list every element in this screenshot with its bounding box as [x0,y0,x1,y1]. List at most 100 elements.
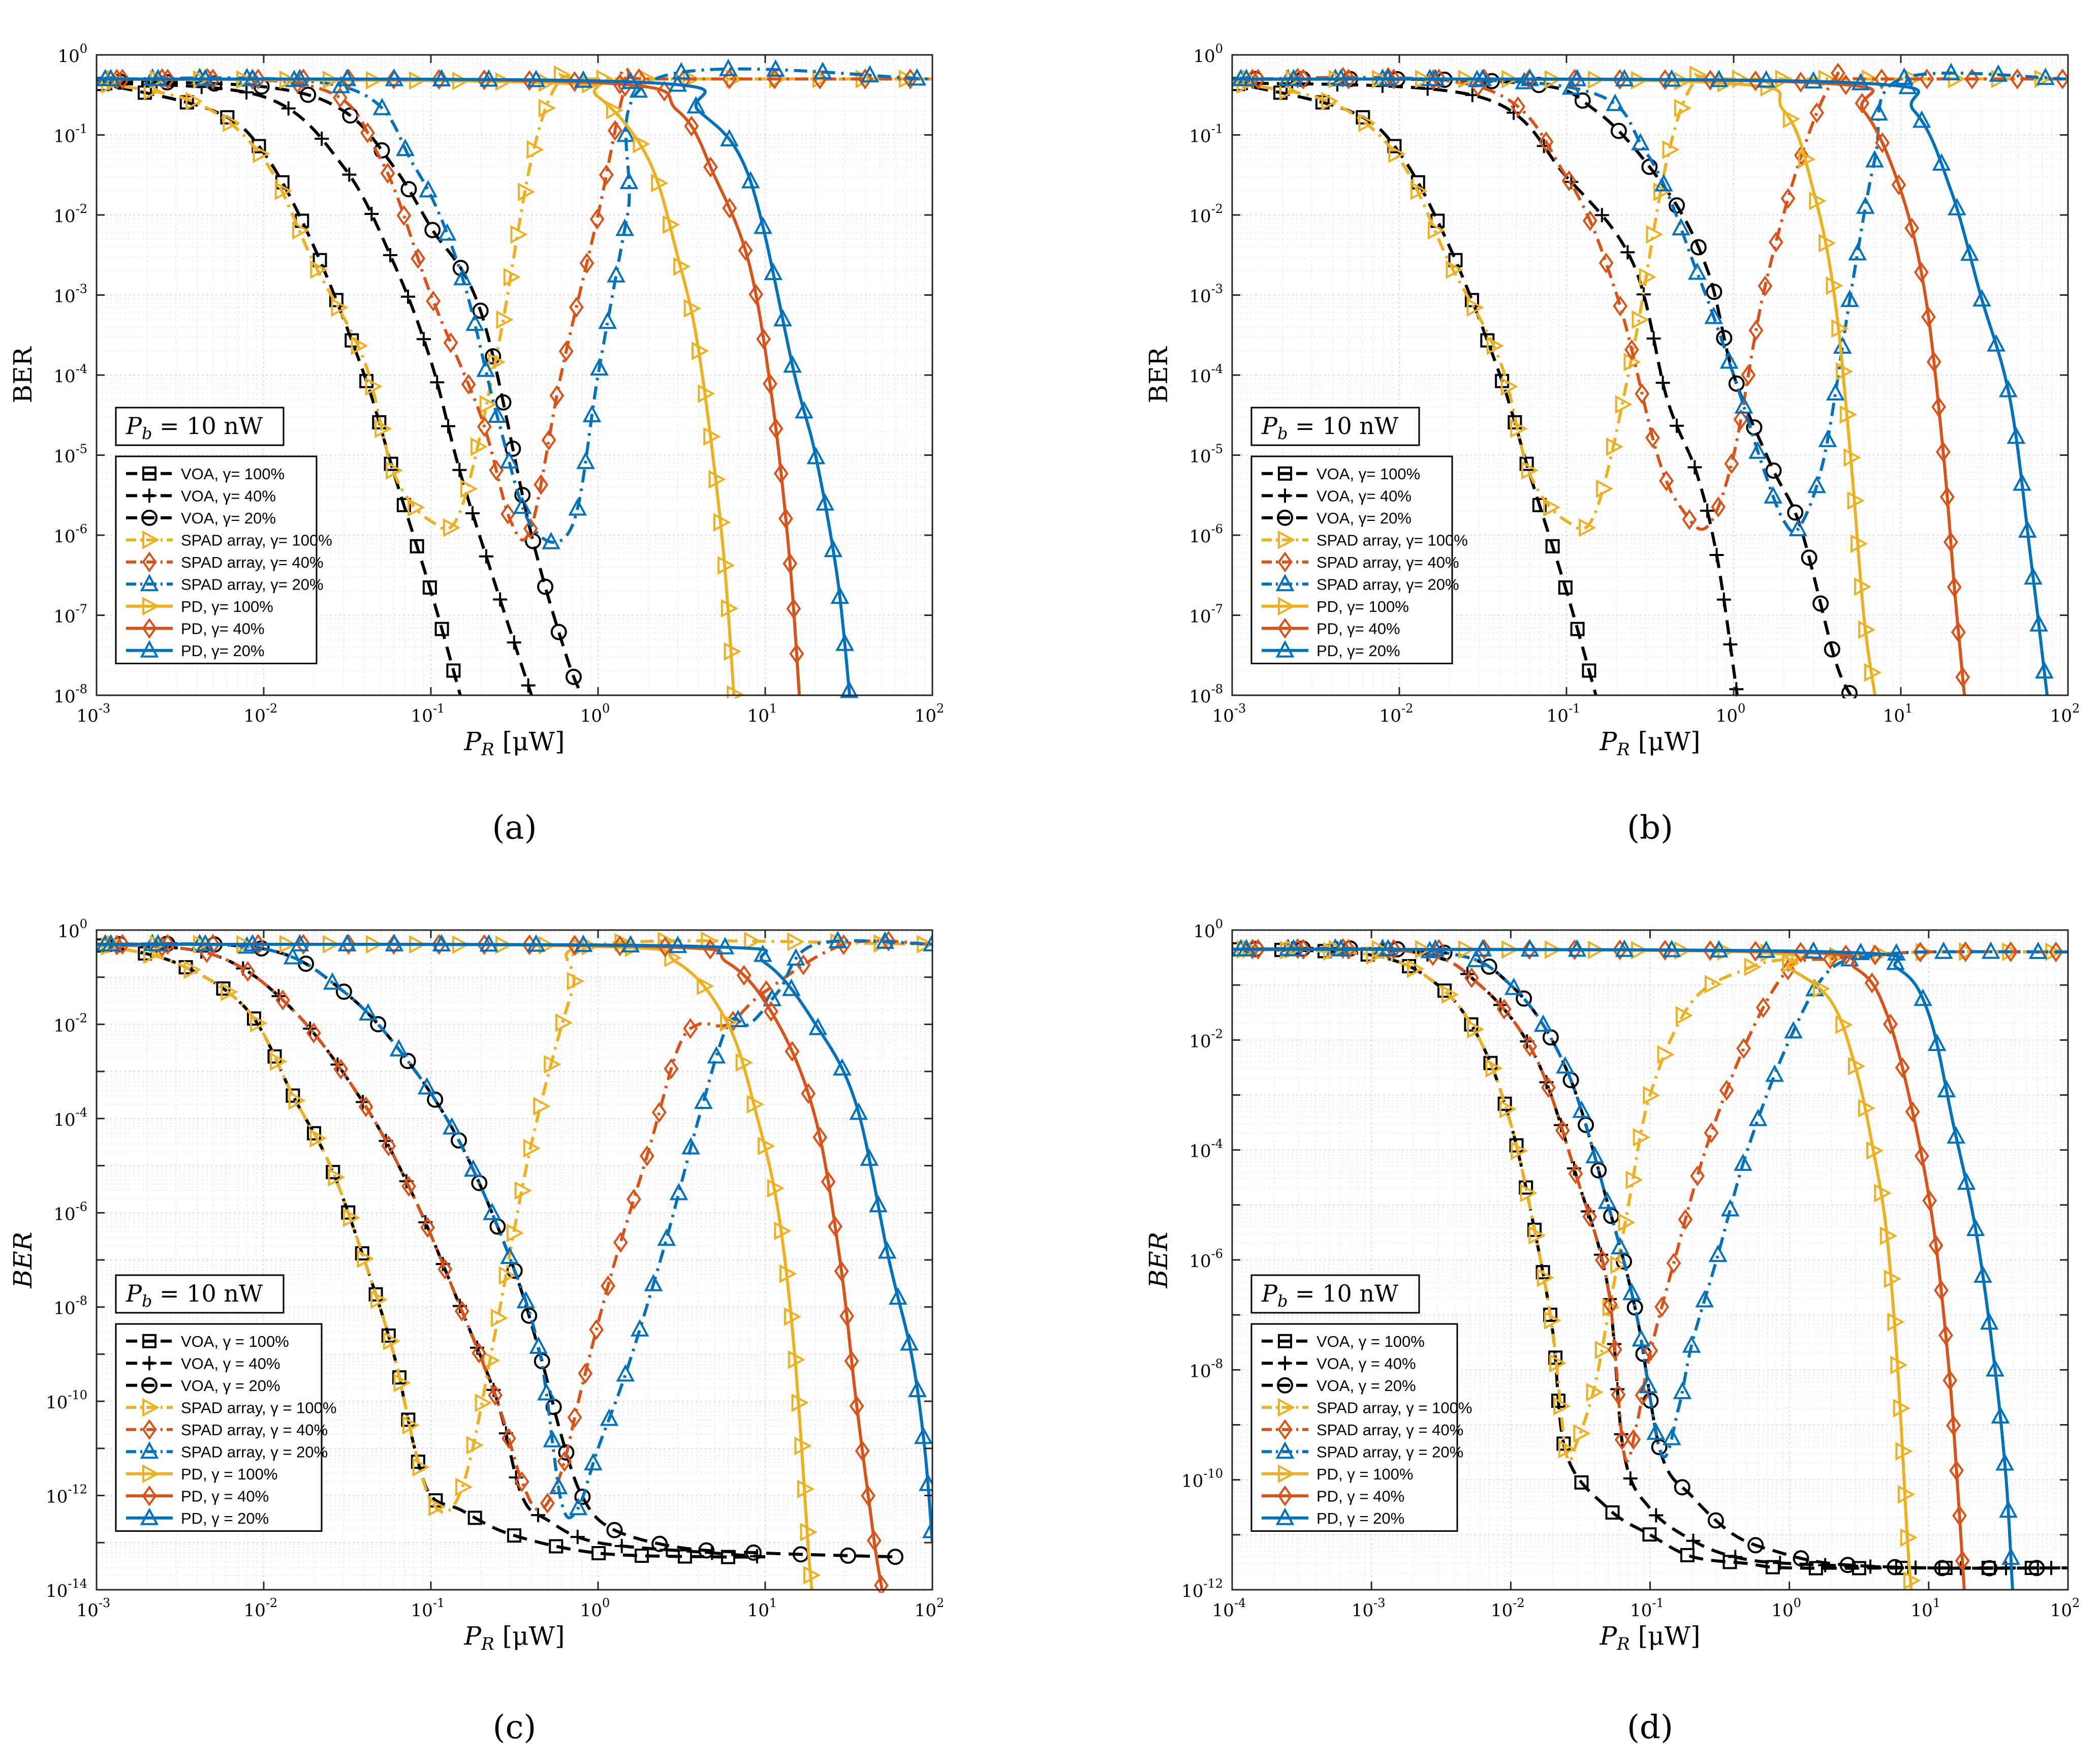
legend-item-8: PD, γ= 20% [126,640,265,660]
legend: VOA, γ= 100% VOA, γ= 40% VOA, γ= 20% SPAD a… [115,455,332,664]
data-marker [1237,69,1256,86]
data-marker [223,113,240,132]
data-marker [160,934,175,955]
data-marker [692,342,709,360]
data-marker [365,377,383,396]
data-marker [567,1407,582,1428]
data-marker [1884,1269,1902,1288]
data-marker [1748,441,1767,459]
data-marker [389,1039,409,1057]
x-tick-label: 10-3 [77,1596,111,1621]
data-marker [1847,491,1865,510]
data-marker [342,167,357,182]
data-marker [1669,418,1684,433]
data-marker [794,1436,812,1456]
data-marker [540,1493,555,1514]
data-marker [253,144,270,163]
data-marker [1729,682,1744,697]
data-marker [2001,1547,2020,1565]
data-marker [1666,1252,1681,1274]
legend: VOA, γ = 100% VOA, γ = 40% VOA, γ = 20% SPA… [115,1323,336,1532]
legend-item-7: PD, γ = 40% [126,1485,269,1506]
data-marker [773,308,792,327]
x-tick-label: 102 [915,701,945,726]
data-marker [720,599,739,618]
data-marker [1574,92,1591,109]
data-marker [1613,295,1628,317]
data-marker [514,1181,532,1200]
legend-label: PD, γ= 20% [1317,642,1400,660]
data-marker [589,208,605,230]
data-marker [1843,448,1861,467]
data-marker [889,1287,907,1305]
data-marker [1826,383,1845,401]
data-marker [443,518,461,537]
data-marker [1520,69,1540,86]
data-marker [1296,939,1311,960]
data-marker [420,1217,435,1238]
y-tick-label: 10-2 [1189,202,1223,227]
x-tick-label: 100 [580,701,610,726]
data-marker [250,69,266,89]
data-marker [574,70,593,88]
legend-marker [1278,488,1292,503]
data-marker [1890,1355,1908,1375]
data-marker [1807,475,1826,493]
data-marker [1782,954,1800,973]
x-tick-label: 10-2 [244,1596,278,1621]
data-marker [1883,1013,1898,1035]
data-marker [1703,940,1718,961]
data-marker [673,257,691,276]
data-marker [1662,939,1681,958]
data-marker [569,1497,588,1516]
data-marker [1746,419,1763,436]
legend-item-5: SPAD array, γ = 20% [126,1441,328,1461]
data-marker [506,1223,524,1243]
y-tick-label: 100 [1193,917,1223,942]
data-marker [1851,534,1868,553]
data-marker [821,1171,836,1192]
data-marker [1607,1339,1622,1360]
data-marker [1642,1527,1657,1542]
data-marker [384,456,398,471]
legend-marker [140,1507,159,1525]
data-marker [360,122,375,143]
y-tick-label: 10-6 [1189,1247,1223,1272]
data-marker [1887,943,1906,961]
legend-marker [142,466,156,481]
data-marker [1558,1439,1576,1459]
data-marker [426,290,441,312]
data-marker [1952,1505,1967,1526]
data-marker [1466,1020,1485,1039]
legend-label: PD, γ = 40% [1317,1487,1404,1505]
x-tick-label: 101 [1883,701,1913,726]
data-marker [1707,1512,1724,1529]
data-marker [1567,69,1582,90]
data-marker [1508,415,1522,429]
data-marker [1708,1244,1728,1262]
data-marker [1582,210,1597,231]
data-marker [2035,661,2054,678]
data-marker [1964,68,1980,89]
legend-label: PD, γ= 40% [1317,620,1400,637]
data-marker [1931,396,1947,417]
data-marker [1932,153,1951,171]
data-marker [1654,1296,1670,1317]
data-marker [1943,531,1958,552]
data-marker [719,58,738,76]
data-marker [657,1228,676,1246]
data-marker [2029,614,2048,632]
data-marker [1941,63,1961,80]
data-marker [1567,939,1582,961]
legend-item-2: VOA, γ= 20% [1262,509,1412,527]
data-marker [1704,1122,1719,1144]
legend-label: SPAD array, γ = 20% [181,1443,328,1461]
data-marker [283,947,302,965]
data-marker [1724,453,1739,474]
data-marker [491,1308,509,1328]
data-marker [1955,1550,1970,1571]
data-marker [1464,967,1479,989]
data-marker [758,1136,775,1156]
data-marker [1719,351,1739,369]
y-tick-label: 10-4 [1189,362,1223,387]
